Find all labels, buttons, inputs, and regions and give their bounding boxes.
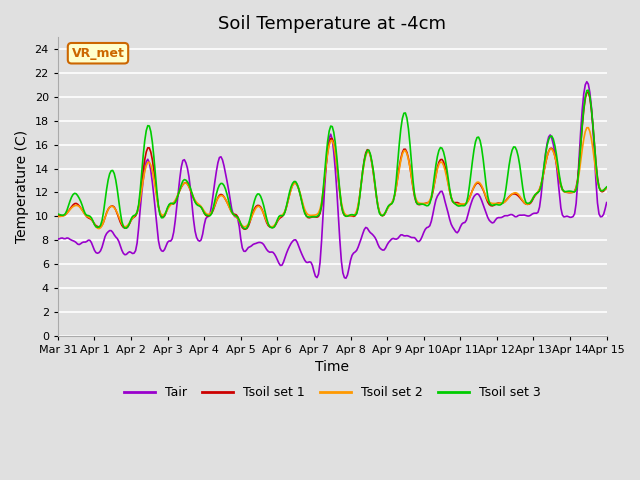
- Text: VR_met: VR_met: [72, 47, 124, 60]
- Y-axis label: Temperature (C): Temperature (C): [15, 130, 29, 243]
- X-axis label: Time: Time: [316, 360, 349, 374]
- Legend: Tair, Tsoil set 1, Tsoil set 2, Tsoil set 3: Tair, Tsoil set 1, Tsoil set 2, Tsoil se…: [118, 381, 546, 404]
- Title: Soil Temperature at -4cm: Soil Temperature at -4cm: [218, 15, 446, 33]
